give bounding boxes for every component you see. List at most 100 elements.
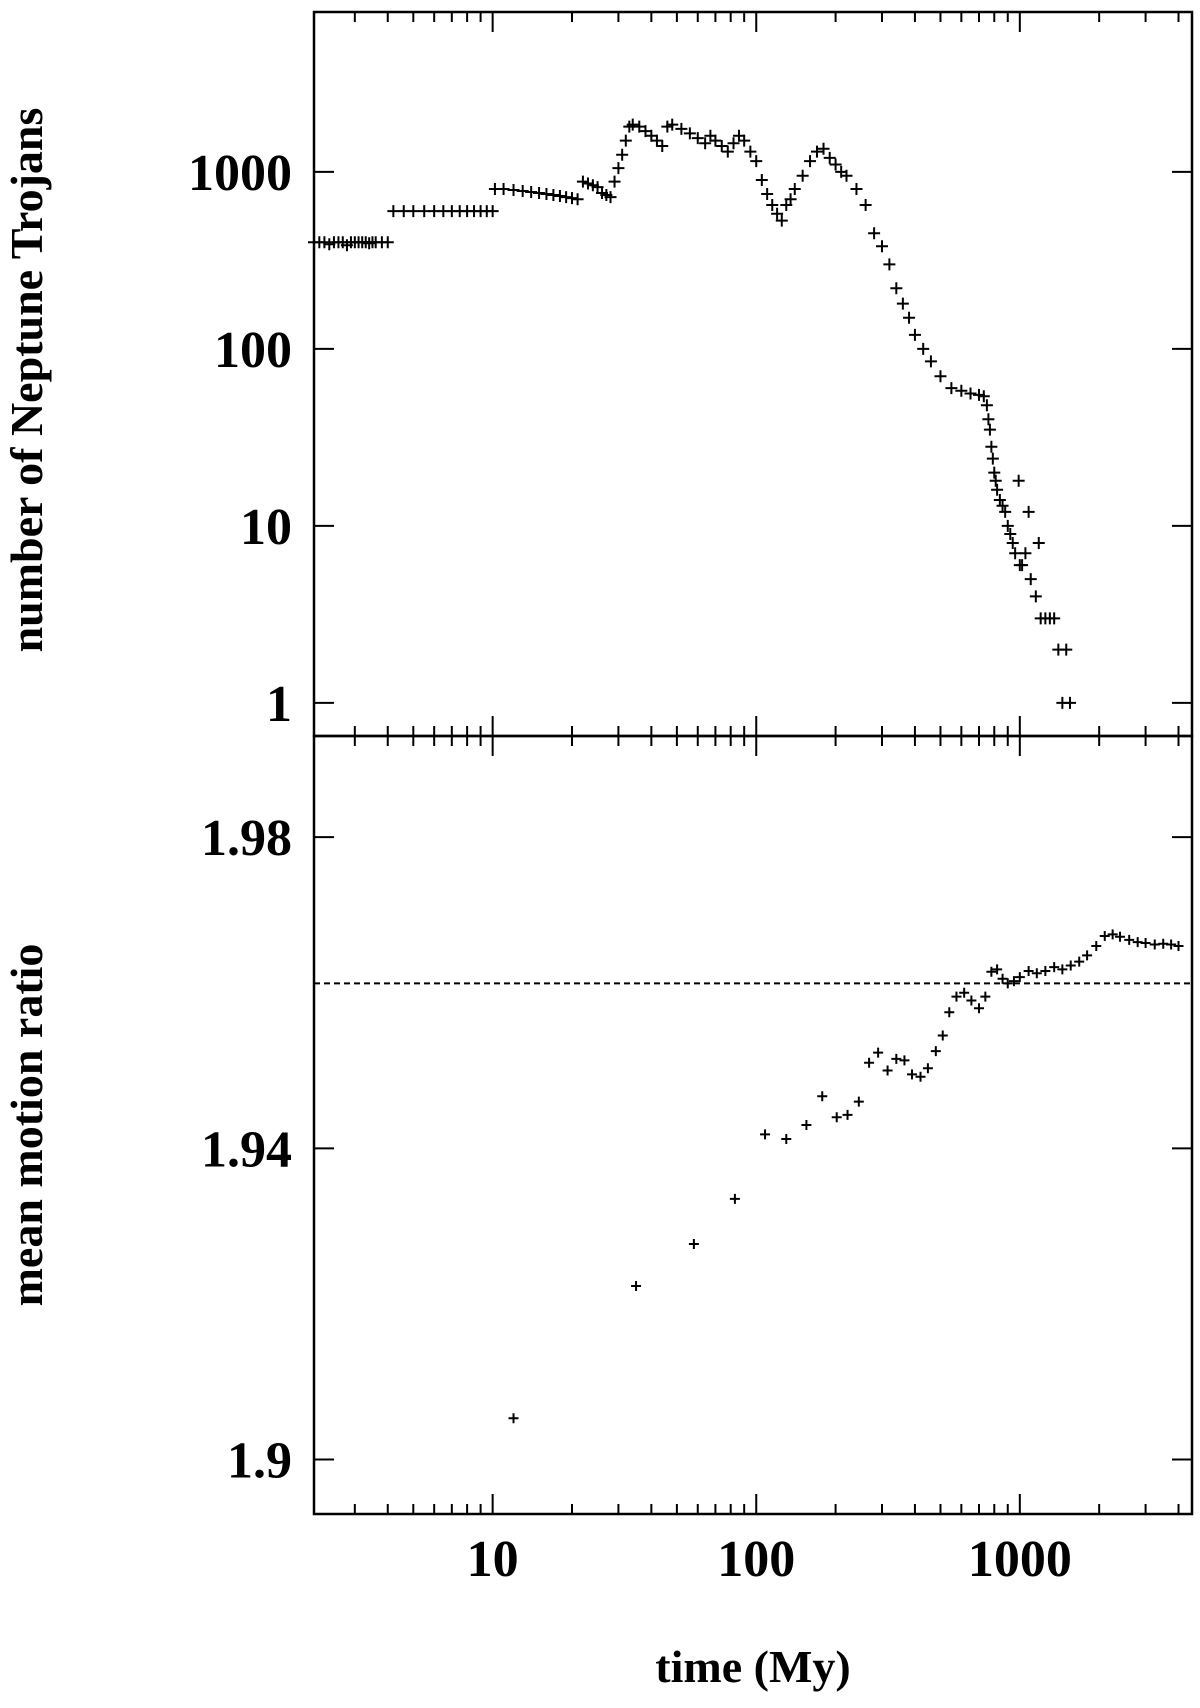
bottom-plot-frame (312, 734, 1194, 1516)
data-point (576, 175, 589, 188)
data-point (1032, 537, 1045, 550)
data-point (631, 1281, 642, 1292)
data-point (1057, 964, 1068, 975)
data-point (986, 452, 999, 465)
data-point (612, 162, 625, 175)
data-point (1049, 962, 1060, 973)
data-point (1024, 573, 1037, 586)
data-point (540, 187, 553, 200)
data-point (890, 282, 903, 295)
data-point (997, 973, 1008, 984)
data-point (1001, 519, 1014, 532)
data-point (850, 183, 863, 196)
x-axis-title: time (My) (655, 1641, 850, 1692)
data-point (1029, 590, 1042, 603)
data-point (486, 205, 499, 218)
data-point (982, 413, 995, 426)
data-point (788, 183, 801, 196)
data-point (937, 1030, 948, 1041)
data-point (1149, 939, 1160, 950)
x-tick-label: 10 (467, 1531, 519, 1588)
data-point (750, 155, 763, 168)
data-point (891, 1053, 902, 1064)
data-point (727, 137, 740, 150)
data-point (633, 120, 646, 133)
data-point (1016, 559, 1029, 572)
y-tick-label: 100 (214, 322, 292, 379)
data-point (883, 258, 896, 271)
top-y-axis-title: number of Neptune Trojans (1, 108, 52, 653)
data-point (1166, 939, 1177, 950)
data-point (1006, 537, 1019, 550)
data-point (840, 169, 853, 182)
data-point (896, 297, 909, 310)
data-point (771, 207, 784, 220)
data-point (831, 1112, 842, 1123)
data-point (1023, 965, 1034, 976)
data-point (944, 1007, 955, 1018)
data-point (924, 355, 937, 368)
data-point (810, 145, 823, 158)
data-point (1063, 696, 1076, 709)
data-point (859, 198, 872, 211)
data-point (945, 382, 958, 395)
data-point (525, 185, 538, 198)
data-point (1009, 547, 1022, 560)
data-point (966, 995, 977, 1006)
data-point (983, 423, 996, 436)
data-point (882, 1065, 893, 1076)
data-point (508, 1413, 519, 1424)
data-point (842, 1109, 853, 1120)
data-point (1048, 612, 1061, 625)
data-point (959, 987, 970, 998)
x-tick-label: 1000 (968, 1531, 1072, 1588)
data-point (553, 190, 566, 203)
data-point (675, 122, 688, 135)
data-point (1012, 474, 1025, 487)
data-point (766, 198, 779, 211)
data-point (1124, 934, 1135, 945)
data-point (1008, 976, 1019, 987)
data-point (1031, 968, 1042, 979)
data-point (996, 499, 1009, 512)
data-point (804, 155, 817, 168)
data-point (993, 494, 1006, 507)
bottom-y-tick-labels: 1.9 1.94 1.98 (201, 810, 292, 1489)
data-point (560, 191, 573, 204)
data-point (781, 1134, 792, 1144)
data-point (991, 483, 1004, 496)
data-point (977, 390, 990, 403)
data-point (955, 384, 968, 397)
data-point (1040, 965, 1051, 976)
y-tick-label: 1000 (188, 145, 292, 202)
top-plot-frame (312, 10, 1194, 738)
data-point (1115, 931, 1126, 942)
data-point (1140, 937, 1151, 948)
data-point (999, 505, 1012, 518)
data-point (915, 1071, 926, 1082)
data-point (1060, 643, 1073, 656)
data-point (868, 227, 881, 240)
data-point (729, 1193, 740, 1204)
data-point (899, 1055, 910, 1066)
data-point (817, 142, 830, 155)
data-point (688, 1239, 699, 1250)
data-point (1065, 960, 1076, 971)
data-point (864, 1057, 875, 1068)
data-point (934, 370, 947, 383)
data-point (992, 964, 1003, 975)
data-point (784, 193, 797, 206)
data-point (980, 991, 991, 1002)
data-point (683, 127, 696, 140)
data-point (1022, 505, 1035, 518)
data-point (922, 1063, 933, 1074)
data-point (801, 1120, 812, 1130)
data-point (619, 134, 632, 147)
data-point (650, 134, 663, 147)
data-point (823, 151, 836, 164)
data-point (744, 145, 757, 158)
data-point (1099, 930, 1110, 941)
y-tick-label: 1.94 (201, 1121, 292, 1178)
data-point (817, 1091, 828, 1102)
